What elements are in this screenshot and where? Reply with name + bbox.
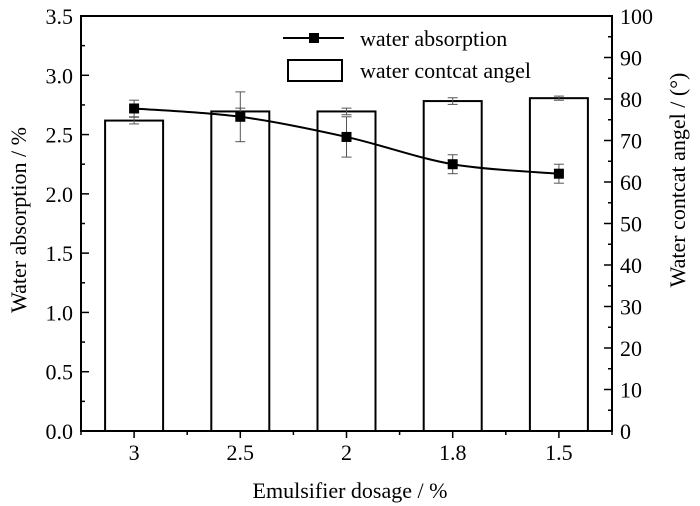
y2-tick-label-9: 90 — [620, 46, 642, 71]
y2-tick-label-8: 80 — [620, 87, 642, 112]
y2-tick-label-4: 40 — [620, 253, 642, 278]
legend-marker-swatch — [309, 33, 319, 43]
x-axis-label: Emulsifier dosage / % — [253, 478, 448, 503]
bar-contact-angle-1 — [210, 110, 271, 432]
y-tick-label-0: 0.0 — [46, 419, 74, 444]
x-tick-label-1: 2.5 — [227, 440, 255, 465]
y2-tick-label-3: 30 — [620, 295, 642, 320]
y-tick-label-3: 1.5 — [46, 241, 74, 266]
legend-label-water-contact-angle: water contcat angel — [360, 58, 531, 83]
point-water-absorption-1 — [235, 111, 246, 122]
y2-tick-label-7: 70 — [620, 129, 642, 154]
legend-bar-swatch — [287, 59, 343, 82]
y-axis-label: Water absorption / % — [6, 127, 31, 313]
y-tick-label-5: 2.5 — [46, 123, 74, 148]
legend-label-water-absorption: water absorption — [360, 26, 507, 51]
bar-contact-angle-2 — [316, 110, 377, 432]
point-water-absorption-2 — [341, 131, 352, 142]
y2-tick-label-0: 0 — [620, 419, 631, 444]
point-water-absorption-0 — [129, 103, 140, 114]
bar-contact-angle-4 — [528, 97, 589, 432]
x-tick-label-4: 1.5 — [545, 440, 573, 465]
x-tick-label-3: 1.8 — [439, 440, 467, 465]
legend-item-line: water absorption — [283, 26, 507, 51]
legend: water absorption water contcat angel — [283, 26, 531, 83]
line-layer — [129, 91, 564, 184]
y2-tick-label-10: 100 — [620, 4, 653, 29]
x-tick-label-2: 2 — [341, 440, 352, 465]
x-tick-label-0: 3 — [129, 440, 140, 465]
y2-tick-label-6: 60 — [620, 170, 642, 195]
y-tick-label-1: 0.5 — [46, 360, 74, 385]
y2-axis-label: Water contcat angel / (°) — [665, 73, 690, 288]
y2-tick-label-5: 50 — [620, 212, 642, 237]
axes-layer: 0.0 0.5 1.0 1.5 2.0 2.5 3.0 3.5 0 10 20 30 40 50 60 70 8… — [46, 4, 654, 465]
point-water-absorption-4 — [553, 168, 564, 179]
y-tick-label-6: 3.0 — [46, 63, 74, 88]
bar-contact-angle-0 — [104, 119, 165, 433]
y-tick-label-2: 1.0 — [46, 300, 74, 325]
y-tick-label-7: 3.5 — [46, 4, 74, 29]
bar-contact-angle-3 — [422, 100, 483, 432]
y2-tick-label-1: 10 — [620, 378, 642, 403]
y2-tick-label-2: 20 — [620, 336, 642, 361]
legend-item-bar: water contcat angel — [287, 58, 531, 83]
y-tick-label-4: 2.0 — [46, 182, 74, 207]
point-water-absorption-3 — [447, 159, 458, 170]
